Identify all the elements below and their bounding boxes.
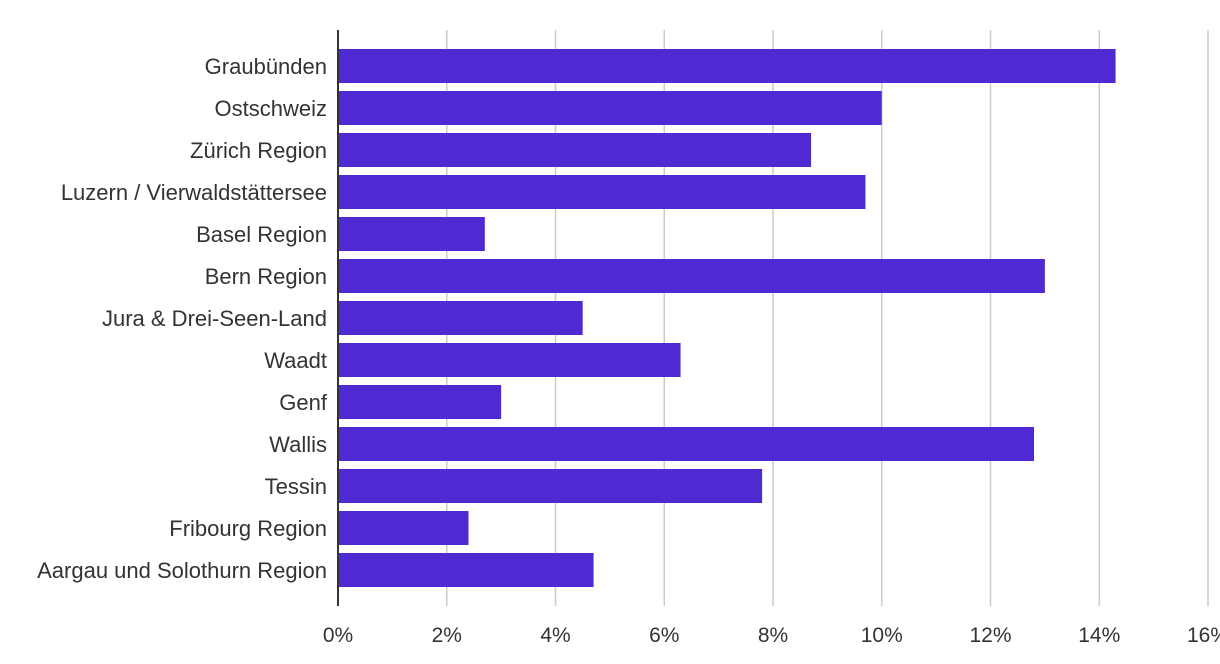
bar bbox=[338, 91, 882, 125]
category-label: Tessin bbox=[265, 474, 327, 499]
x-tick-label: 12% bbox=[969, 624, 1011, 647]
category-label: Basel Region bbox=[196, 222, 327, 247]
bar bbox=[338, 175, 866, 209]
category-label: Ostschweiz bbox=[215, 96, 327, 121]
category-label: Bern Region bbox=[205, 264, 327, 289]
category-label: Graubünden bbox=[205, 54, 327, 79]
x-tick-label: 10% bbox=[861, 624, 903, 647]
bar bbox=[338, 343, 681, 377]
category-label: Zürich Region bbox=[190, 138, 327, 163]
x-tick-label: 8% bbox=[758, 624, 788, 647]
category-label: Luzern / Vierwaldstättersee bbox=[61, 180, 327, 205]
bar bbox=[338, 553, 594, 587]
bar bbox=[338, 469, 763, 503]
x-tick-label: 4% bbox=[540, 624, 570, 647]
bar bbox=[338, 133, 812, 167]
x-tick-label: 2% bbox=[432, 624, 462, 647]
bar bbox=[338, 385, 502, 419]
category-label: Genf bbox=[279, 390, 328, 415]
category-label: Jura & Drei-Seen-Land bbox=[102, 306, 327, 331]
bar bbox=[338, 511, 469, 545]
category-label: Wallis bbox=[269, 432, 327, 457]
x-tick-label: 0% bbox=[323, 624, 353, 647]
category-label: Aargau und Solothurn Region bbox=[37, 558, 327, 583]
bar bbox=[338, 259, 1045, 293]
bar bbox=[338, 427, 1034, 461]
x-tick-label: 16% bbox=[1187, 624, 1220, 647]
x-tick-label: 6% bbox=[649, 624, 679, 647]
category-label: Waadt bbox=[264, 348, 327, 373]
category-labels: Graubünden Ostschweiz Zürich Region Luzern … bbox=[37, 54, 328, 583]
x-tick-label: 14% bbox=[1078, 624, 1120, 647]
category-label: Fribourg Region bbox=[169, 516, 327, 541]
x-tick-labels: 0% 2% 4% 6% 8% 10% 12% 14% 16% bbox=[323, 624, 1220, 647]
bar bbox=[338, 49, 1116, 83]
gridlines bbox=[446, 30, 1209, 606]
bars bbox=[338, 49, 1116, 587]
bar bbox=[338, 217, 485, 251]
bar bbox=[338, 301, 583, 335]
